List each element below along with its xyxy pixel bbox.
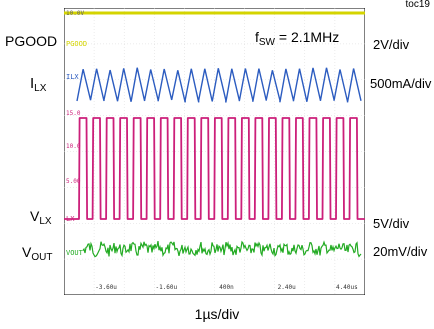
screen-labels: 10.0V PGOOD ILX 15.0 10.0 5.00 LX VOUT	[66, 10, 87, 257]
ilx-label-main: I	[30, 75, 35, 92]
pgood-scale: 2V/div	[373, 37, 410, 52]
ilx-scale: 500mA/div	[370, 76, 432, 91]
scope-screen: 10.0V PGOOD ILX 15.0 10.0 5.00 LX VOUT -…	[64, 8, 365, 295]
figure-id: toc19	[405, 0, 430, 10]
vlx-scale: 5V/div	[373, 216, 410, 231]
trace-group	[64, 11, 365, 258]
vout-label-sub: OUT	[31, 252, 53, 263]
vlx-label-main: V	[30, 208, 40, 224]
fsw-prefix: f	[255, 29, 259, 45]
trace-vlx	[64, 117, 365, 220]
x-scale-label: 1µs/div	[194, 306, 240, 322]
x-tick-label: -1.60u	[155, 284, 177, 291]
fsw-annotation: fSW = 2.1MHz	[255, 29, 340, 48]
vout-tag: VOUT	[66, 249, 84, 257]
vout-label-main: V	[22, 244, 32, 260]
ilx-label-sub: LX	[34, 83, 47, 94]
x-tick-label: 4.40us	[336, 284, 358, 291]
vlx-grid-label-10: 10.0	[66, 143, 81, 150]
vlx-label-sub: LX	[39, 216, 52, 227]
top-readout: 10.0V	[66, 10, 84, 17]
vout-label: VOUT	[22, 244, 53, 263]
fsw-value: = 2.1MHz	[275, 29, 340, 45]
vout-scale: 20mV/div	[373, 244, 428, 259]
trace-ilx	[76, 67, 362, 103]
fsw-sub: SW	[258, 37, 275, 48]
pgood-label: PGOOD	[5, 33, 57, 49]
ilx-tag: ILX	[66, 73, 79, 81]
vlx-label: VLX	[30, 208, 52, 227]
vlx-grid-label-15: 15.0	[66, 110, 81, 117]
trace-vout	[82, 240, 362, 258]
x-tick-label: 400n	[219, 284, 234, 291]
pgood-tag: PGOOD	[66, 40, 87, 48]
pgood-label-main: PGOOD	[5, 33, 58, 49]
vlx-tag: LX	[66, 215, 75, 223]
x-tick-label: 2.40u	[278, 284, 296, 291]
x-tick-label: -3.60u	[95, 284, 117, 291]
vlx-grid-label-5: 5.00	[66, 178, 81, 185]
x-tick-labels: -3.60u -1.60u 400n 2.40u 4.40us	[95, 284, 358, 291]
ilx-label: ILX	[30, 75, 47, 94]
